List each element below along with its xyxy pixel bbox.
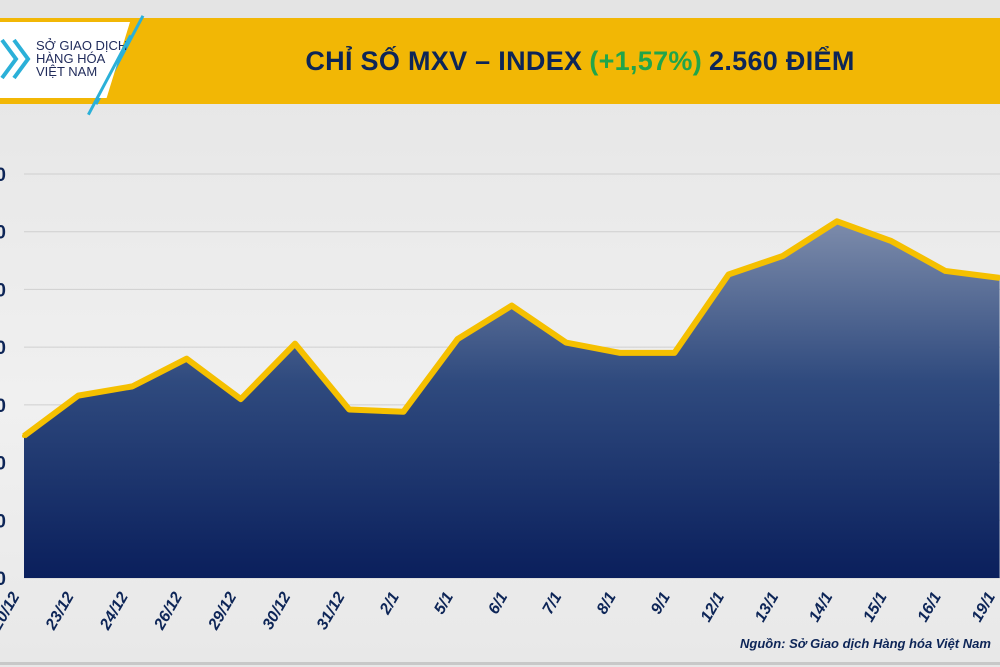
data-point [293,341,297,346]
y-tick-label: 2300 [0,569,6,590]
data-point [22,434,26,439]
data-point [130,384,135,389]
data-point [943,268,948,273]
x-tick-label: 23/12 [42,589,77,633]
x-tick-label: 24/12 [97,589,132,633]
data-point [238,397,243,402]
area-fill [24,221,1000,578]
data-point [347,407,352,412]
data-point [401,409,406,414]
x-tick-label: 16/1 [915,589,945,625]
x-tick-label: 31/12 [314,589,349,632]
source-note: Nguồn: Sở Giao dịch Hàng hóa Việt Nam [740,636,991,651]
logo-text: SỞ GIAO DỊCH HÀNG HÓA VIỆT NAM [36,39,127,78]
logo-line: SỞ GIAO DỊCH [36,38,128,53]
data-point [780,253,785,258]
data-point [455,337,460,342]
bottom-divider [0,662,1000,665]
logo [0,22,130,98]
data-point [618,350,623,355]
data-point [997,275,1000,280]
title-change: (+1,57%) [589,45,703,76]
x-tick-label: 6/1 [485,589,511,617]
title-banner [0,18,1000,104]
y-tick-label: 2450 [0,396,6,417]
x-tick-label: 9/1 [648,589,674,617]
y-tick-label: 2650 [0,165,6,186]
data-point [835,219,839,224]
data-point [564,340,568,345]
y-tick-label: 2550 [0,280,6,301]
x-tick-label: 30/12 [260,589,295,632]
data-point [889,238,894,243]
logo-line: VIỆT NAM [36,64,98,79]
y-tick-label: 2350 [0,511,6,532]
data-point [76,393,81,398]
data-point [509,303,514,308]
data-point [726,272,731,277]
x-tick-label: 7/1 [540,589,566,617]
x-tick-label: 12/1 [698,589,728,625]
logo-line: HÀNG HÓA [36,51,106,66]
data-point [184,356,189,361]
x-tick-label: 19/1 [969,589,999,625]
title-main: CHỈ SỐ MXV – INDEX [305,45,583,76]
y-tick-label: 2500 [0,338,6,359]
logo-chevron-icon [0,38,31,80]
y-tick-label: 2400 [0,454,6,475]
x-tick-label: 14/1 [806,589,836,625]
x-tick-label: 13/1 [752,589,782,625]
x-tick-label: 29/12 [205,589,240,633]
x-tick-label: 15/1 [860,589,890,625]
title-value: 2.560 ĐIỂM [709,45,855,76]
x-tick-label: 2/1 [377,589,403,618]
data-point [672,350,677,355]
x-tick-label: 5/1 [431,589,457,617]
x-tick-label: 20/12 [0,589,24,633]
y-tick-label: 2600 [0,223,6,244]
chart-title: CHỈ SỐ MXV – INDEX (+1,57%) 2.560 ĐIỂM [160,18,1000,104]
x-tick-label: 26/12 [151,589,186,633]
x-tick-label: 8/1 [594,589,620,617]
